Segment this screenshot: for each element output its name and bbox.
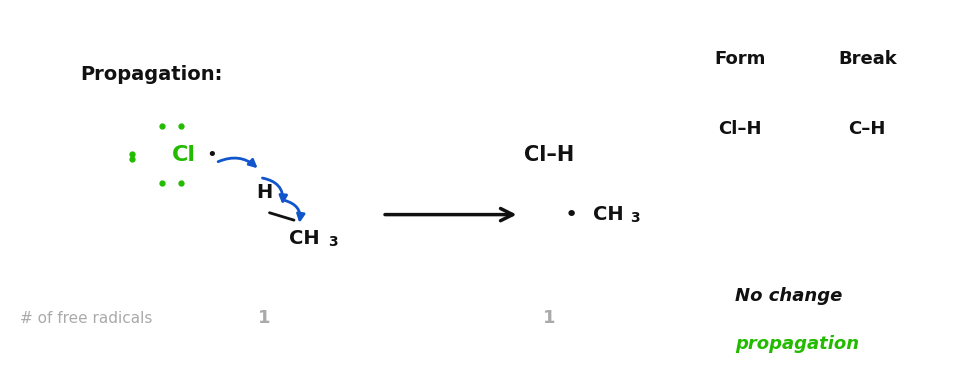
Text: No change: No change	[735, 287, 843, 305]
Text: 1: 1	[259, 309, 270, 327]
Text: H: H	[257, 183, 272, 202]
Text: Cl–H: Cl–H	[523, 145, 574, 165]
Text: Break: Break	[838, 50, 897, 68]
Text: CH: CH	[289, 229, 319, 248]
Text: C–H: C–H	[849, 121, 886, 138]
Text: Form: Form	[714, 50, 765, 68]
Text: Cl: Cl	[172, 145, 195, 165]
Text: propagation: propagation	[735, 335, 859, 353]
Text: •: •	[564, 205, 578, 225]
Text: Cl–H: Cl–H	[718, 121, 761, 138]
Text: 3: 3	[328, 235, 338, 249]
Text: •: •	[206, 147, 217, 164]
Text: CH: CH	[593, 205, 623, 224]
Text: # of free radicals: # of free radicals	[20, 311, 152, 326]
Text: 3: 3	[630, 211, 640, 225]
Text: 1: 1	[543, 309, 555, 327]
Text: Propagation:: Propagation:	[80, 64, 223, 84]
